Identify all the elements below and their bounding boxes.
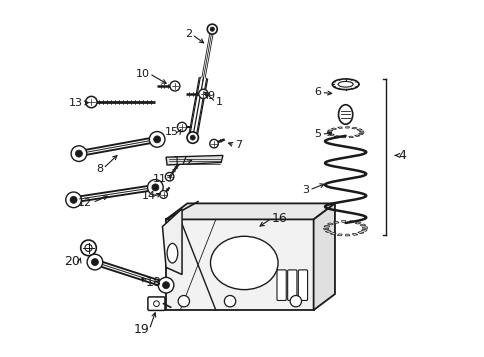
Circle shape — [149, 132, 165, 147]
Polygon shape — [351, 233, 357, 235]
Polygon shape — [333, 136, 339, 137]
Circle shape — [165, 172, 173, 181]
Polygon shape — [313, 203, 334, 310]
Text: 10: 10 — [135, 69, 149, 79]
Polygon shape — [348, 221, 353, 223]
Circle shape — [75, 150, 82, 157]
Circle shape — [86, 96, 97, 108]
Text: 16: 16 — [271, 212, 287, 225]
Circle shape — [153, 301, 159, 307]
FancyBboxPatch shape — [298, 270, 307, 301]
Circle shape — [177, 122, 186, 132]
Text: 14: 14 — [142, 191, 156, 201]
Polygon shape — [325, 231, 331, 232]
Circle shape — [159, 191, 167, 198]
Circle shape — [210, 139, 218, 148]
Text: 18: 18 — [146, 276, 161, 289]
Polygon shape — [328, 134, 334, 136]
Text: 5: 5 — [314, 129, 321, 139]
Circle shape — [162, 282, 169, 289]
Circle shape — [87, 254, 103, 270]
Polygon shape — [323, 225, 329, 227]
Polygon shape — [337, 127, 342, 129]
Text: 3: 3 — [302, 185, 309, 195]
Ellipse shape — [332, 79, 358, 90]
Text: 20: 20 — [63, 255, 79, 267]
Polygon shape — [327, 130, 332, 131]
Circle shape — [158, 277, 173, 293]
Circle shape — [178, 296, 189, 307]
Polygon shape — [348, 136, 353, 138]
Circle shape — [66, 192, 81, 208]
Polygon shape — [351, 127, 356, 129]
Circle shape — [190, 135, 195, 140]
Polygon shape — [333, 221, 338, 223]
Text: 19: 19 — [133, 323, 149, 336]
Circle shape — [153, 136, 160, 143]
Ellipse shape — [338, 105, 352, 124]
Polygon shape — [323, 228, 328, 230]
Polygon shape — [162, 209, 182, 275]
Circle shape — [187, 132, 198, 143]
Polygon shape — [345, 234, 349, 236]
Text: 8: 8 — [96, 164, 103, 174]
Polygon shape — [358, 133, 363, 135]
Circle shape — [169, 81, 180, 91]
Text: 13: 13 — [69, 98, 83, 108]
Polygon shape — [345, 127, 349, 128]
Ellipse shape — [210, 236, 277, 290]
Ellipse shape — [167, 243, 178, 263]
Text: 6: 6 — [314, 87, 321, 97]
Circle shape — [147, 180, 163, 195]
Polygon shape — [166, 203, 334, 220]
FancyBboxPatch shape — [148, 297, 165, 311]
Text: 17: 17 — [172, 155, 188, 168]
Circle shape — [207, 24, 217, 34]
Polygon shape — [356, 129, 362, 130]
Circle shape — [71, 146, 87, 161]
Polygon shape — [354, 222, 361, 224]
Circle shape — [91, 258, 98, 266]
Text: 1: 1 — [215, 97, 222, 107]
Polygon shape — [327, 223, 333, 225]
Circle shape — [198, 89, 208, 99]
Polygon shape — [166, 220, 313, 310]
Text: 15: 15 — [165, 127, 179, 137]
Polygon shape — [329, 232, 335, 235]
Polygon shape — [359, 131, 363, 132]
Text: 4: 4 — [397, 149, 405, 162]
FancyBboxPatch shape — [287, 270, 296, 301]
Text: 12: 12 — [78, 198, 92, 208]
Circle shape — [151, 184, 159, 191]
Circle shape — [224, 296, 235, 307]
Polygon shape — [327, 132, 331, 134]
Circle shape — [80, 240, 96, 256]
Text: 11: 11 — [153, 174, 167, 183]
Ellipse shape — [337, 81, 352, 87]
Polygon shape — [361, 230, 366, 231]
FancyBboxPatch shape — [276, 270, 286, 301]
Text: 7: 7 — [234, 140, 242, 150]
Polygon shape — [359, 224, 365, 226]
Text: 9: 9 — [207, 91, 214, 101]
Polygon shape — [357, 232, 363, 234]
Polygon shape — [336, 234, 342, 236]
Circle shape — [70, 196, 77, 203]
Circle shape — [85, 244, 92, 251]
Circle shape — [210, 27, 214, 31]
Polygon shape — [331, 128, 336, 130]
Polygon shape — [341, 136, 345, 138]
Polygon shape — [354, 135, 359, 137]
Circle shape — [289, 296, 301, 307]
Polygon shape — [362, 227, 367, 228]
Text: 2: 2 — [184, 30, 192, 40]
Polygon shape — [341, 221, 345, 222]
Polygon shape — [166, 155, 223, 165]
